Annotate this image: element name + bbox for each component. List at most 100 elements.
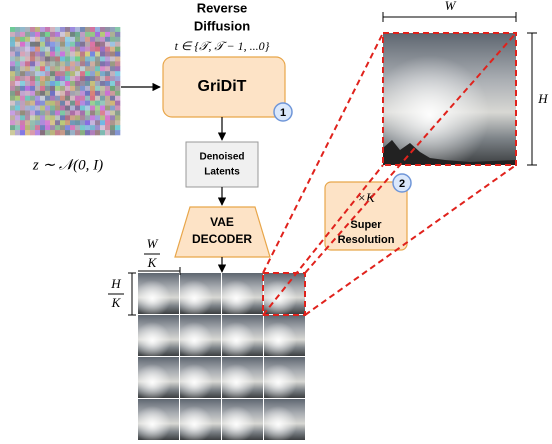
noise-pixel [20,27,25,32]
noise-pixel [55,52,60,57]
noise-pixel [30,47,35,52]
noise-pixel [115,120,120,125]
noise-pixel [95,27,100,32]
noise-pixel [25,130,30,135]
noise-pixel [25,32,30,37]
noise-pixel [35,96,40,101]
noise-pixel [55,61,60,66]
noise-pixel [95,96,100,101]
noise-pixel [110,81,115,86]
noise-pixel [35,61,40,66]
noise-pixel [65,27,70,32]
noise-pixel [25,76,30,81]
noise-pixel [65,47,70,52]
noise-pixel [60,91,65,96]
noise-pixel [25,110,30,115]
noise-pixel [105,61,110,66]
noise-pixel [85,47,90,52]
noise-pixel [15,115,20,120]
noise-pixel [80,130,85,135]
noise-pixel [45,27,50,32]
noise-pixel [70,96,75,101]
noise-pixel [105,81,110,86]
noise-pixel [70,86,75,91]
noise-pixel [20,125,25,130]
noise-pixel [35,42,40,47]
noise-pixel [100,130,105,135]
noise-pixel [45,120,50,125]
noise-pixel [65,61,70,66]
noise-pixel [25,71,30,76]
noise-pixel [50,86,55,91]
noise-pixel [70,61,75,66]
noise-pixel [110,110,115,115]
noise-pixel [60,86,65,91]
noise-pixel [50,96,55,101]
noise-pixel [90,96,95,101]
noise-pixel [20,96,25,101]
noise-pixel [90,71,95,76]
noise-pixel [100,47,105,52]
noise-pixel [110,115,115,120]
noise-pixel [50,130,55,135]
noise-pixel [65,56,70,61]
noise-pixel [70,52,75,57]
noise-pixel [25,86,30,91]
noise-pixel [110,86,115,91]
tile-grid [138,273,305,440]
noise-pixel [75,76,80,81]
noise-pixel [15,76,20,81]
noise-pixel [80,66,85,71]
noise-pixel [25,66,30,71]
noise-pixel [100,106,105,111]
noise-pixel [110,96,115,101]
noise-pixel [30,81,35,86]
noise-pixel [30,52,35,57]
noise-pixel [80,27,85,32]
noise-pixel [105,76,110,81]
noise-pixel [85,42,90,47]
noise-pixel [90,52,95,57]
noise-pixel [95,71,100,76]
noise-pixel [115,130,120,135]
noise-pixel [50,71,55,76]
noise-pixel [40,42,45,47]
noise-pixel [70,37,75,42]
noise-pixel [65,71,70,76]
noise-pixel [105,115,110,120]
badge-label: 1 [280,107,286,119]
latents-box [186,142,258,187]
noise-pixel [10,101,15,106]
noise-pixel [25,37,30,42]
tile-glow [180,273,221,314]
noise-pixel [60,76,65,81]
noise-pixel [20,52,25,57]
noise-pixel [105,86,110,91]
noise-pixel [50,47,55,52]
noise-pixel [10,52,15,57]
noise-pixel [80,96,85,101]
noise-pixel [40,56,45,61]
noise-pixel [85,115,90,120]
noise-pixel [20,110,25,115]
noise-pixel [75,101,80,106]
noise-pixel [95,125,100,130]
noise-pixel [40,91,45,96]
noise-pixel [95,47,100,52]
noise-pixel [15,37,20,42]
noise-pixel [10,37,15,42]
noise-pixel [10,71,15,76]
tile-glow [138,273,179,314]
noise-pixel [115,96,120,101]
noise-pixel [90,42,95,47]
noise-pixel [10,32,15,37]
noise-pixel [95,115,100,120]
noise-pixel [65,96,70,101]
noise-pixel [85,106,90,111]
noise-pixel [55,101,60,106]
noise-pixel [95,81,100,86]
noise-pixel [25,47,30,52]
noise-pixel [10,86,15,91]
noise-pixel [115,61,120,66]
noise-pixel [10,96,15,101]
